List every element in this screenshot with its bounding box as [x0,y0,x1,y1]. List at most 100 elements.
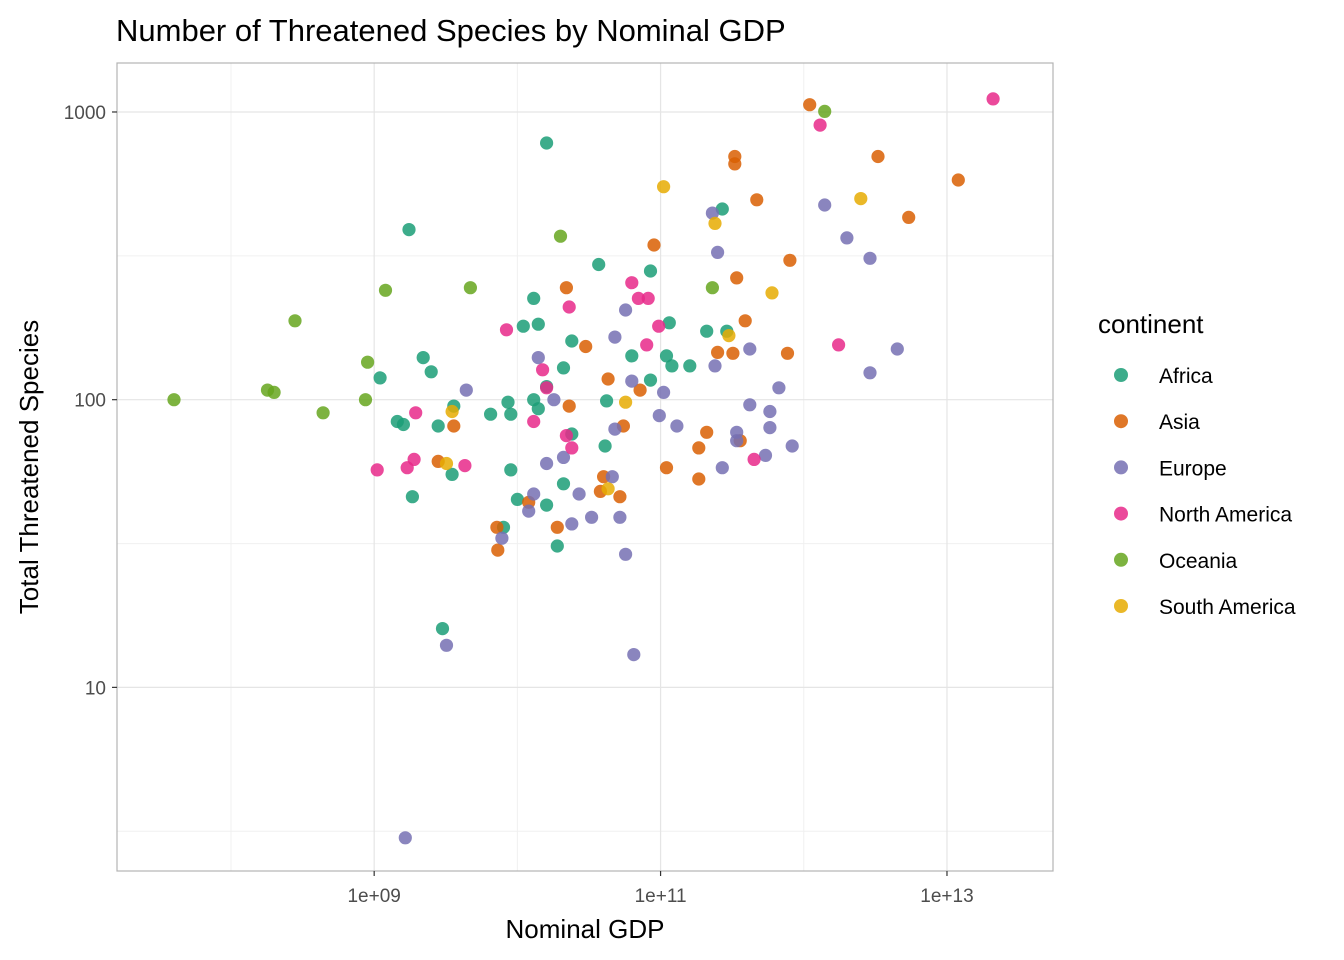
data-point [601,372,615,386]
data-point [747,452,761,466]
data-point [662,316,676,330]
data-point [550,539,564,553]
data-point [579,339,593,354]
data-point [167,393,181,407]
data-point [531,351,545,365]
data-point [627,648,641,662]
data-point [491,543,505,557]
data-point [641,291,655,305]
data-point [458,459,472,473]
data-point [540,381,554,395]
data-point [504,463,518,477]
data-point [700,324,714,338]
data-point [715,461,729,475]
data-point [600,394,614,408]
data-point [398,831,412,845]
x-tick-label: 1e+09 [347,886,400,907]
y-axis-ticks: 10 100 1000 [64,103,117,699]
data-point [556,477,571,491]
data-point [531,402,545,416]
y-axis-title: Total Threatened Species [14,320,44,614]
data-point [951,173,965,187]
data-point [556,361,571,375]
data-point [490,520,504,534]
data-point [527,291,541,305]
data-point [527,414,541,429]
data-point [370,463,384,477]
data-point [711,245,725,259]
data-point [565,441,579,455]
data-point [405,490,419,504]
legend-label: North America [1159,504,1292,527]
data-point [728,157,742,171]
major-gridlines [117,63,1053,871]
data-point [647,238,661,252]
legend-label: South America [1159,596,1296,619]
data-point [692,472,706,486]
chart-title: Number of Threatened Species by Nominal … [116,13,786,48]
x-axis-title: Nominal GDP [506,914,665,944]
data-point [902,210,916,224]
data-point [738,314,752,328]
data-point [785,439,799,453]
data-point [562,300,576,314]
data-point [803,98,817,112]
data-point [536,363,550,377]
legend-key [1114,552,1128,567]
data-point [445,467,459,481]
data-point [765,286,779,300]
data-point [402,223,416,237]
data-point [711,345,725,359]
data-point [540,456,554,471]
data-point [445,404,459,419]
legend-title: continent [1098,309,1204,339]
data-point [316,406,330,420]
data-point [559,429,574,443]
data-point [832,338,846,352]
data-point [730,271,744,285]
data-point [499,323,514,337]
data-point [565,517,579,531]
data-point [527,487,541,501]
data-point [818,198,832,212]
legend-key [1114,460,1128,475]
data-point [619,303,633,317]
data-point [780,346,795,360]
data-point [613,490,627,504]
data-point [608,330,622,344]
data-point [625,374,639,388]
data-point [854,192,868,206]
data-point [447,419,461,433]
data-point [553,229,568,243]
data-point [763,421,777,435]
legend-label: Europe [1159,457,1227,480]
data-point [840,231,854,245]
data-point [516,319,530,333]
data-point [400,461,414,475]
data-point [531,317,545,331]
data-point [657,385,671,399]
data-point [409,406,423,420]
legend-key [1114,368,1128,382]
data-point [522,504,536,518]
legend-label: Asia [1159,411,1200,434]
data-point [772,381,786,395]
data-point [540,136,554,150]
data-point [643,373,658,387]
data-point [730,434,744,448]
data-point [598,439,612,453]
data-point [652,409,666,423]
data-point [657,180,671,194]
data-point [390,414,404,429]
data-point [504,407,518,421]
data-point [605,470,619,484]
data-point [435,622,450,636]
legend-key [1114,414,1128,429]
data-point [705,206,720,220]
data-point [763,404,777,419]
data-point [659,461,674,475]
data-point [495,531,509,545]
data-point [540,498,554,512]
data-point [625,276,639,290]
data-point [378,283,393,297]
